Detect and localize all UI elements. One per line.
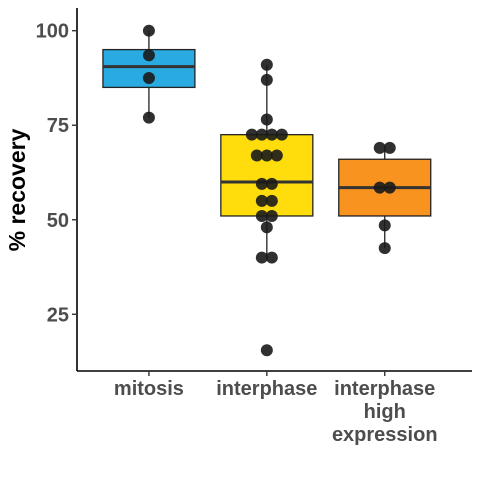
data-point: [265, 209, 278, 222]
x-tick-label-line: high: [364, 401, 406, 423]
y-axis-title: % recovery: [4, 128, 30, 251]
data-point: [142, 71, 155, 84]
data-point: [260, 149, 273, 162]
data-point: [260, 221, 273, 234]
data-point: [265, 177, 278, 190]
x-tick-label: interphase: [216, 378, 317, 400]
points-layer: [142, 24, 396, 357]
data-point: [142, 111, 155, 124]
data-point: [373, 181, 386, 194]
data-point: [265, 251, 278, 264]
axes-layer: [76, 8, 472, 372]
data-point: [255, 128, 268, 141]
data-point: [255, 194, 268, 207]
data-point: [383, 141, 396, 154]
data-point: [378, 242, 391, 255]
data-point: [142, 24, 155, 37]
data-point: [260, 113, 273, 126]
data-point: [255, 177, 268, 190]
data-point: [275, 128, 288, 141]
data-point: [245, 128, 258, 141]
data-point: [255, 209, 268, 222]
x-ticks: mitosis interphase interphase high expressio…: [114, 371, 438, 446]
data-point: [265, 128, 278, 141]
y-tick-label: 50: [47, 210, 69, 232]
y-tick-label: 75: [47, 115, 69, 137]
data-point: [270, 149, 283, 162]
x-tick-label-line: expression: [332, 424, 438, 446]
y-tick-label: 25: [47, 304, 69, 326]
data-point: [383, 181, 396, 194]
x-tick-label-line: interphase: [334, 378, 435, 400]
data-point: [260, 58, 273, 71]
data-point: [255, 251, 268, 264]
x-tick-label-line: mitosis: [114, 378, 184, 400]
data-point: [142, 49, 155, 62]
x-tick-label: mitosis: [114, 378, 184, 400]
data-point: [260, 344, 273, 357]
y-tick-label: 100: [36, 21, 69, 43]
data-point: [250, 149, 263, 162]
x-tick-label-line: interphase: [216, 378, 317, 400]
x-tick-label: interphase high expression: [332, 378, 438, 446]
data-point: [260, 73, 273, 86]
data-point: [265, 194, 278, 207]
y-ticks: 25 50 75 100: [36, 21, 77, 326]
data-point: [378, 219, 391, 232]
data-point: [373, 141, 386, 154]
